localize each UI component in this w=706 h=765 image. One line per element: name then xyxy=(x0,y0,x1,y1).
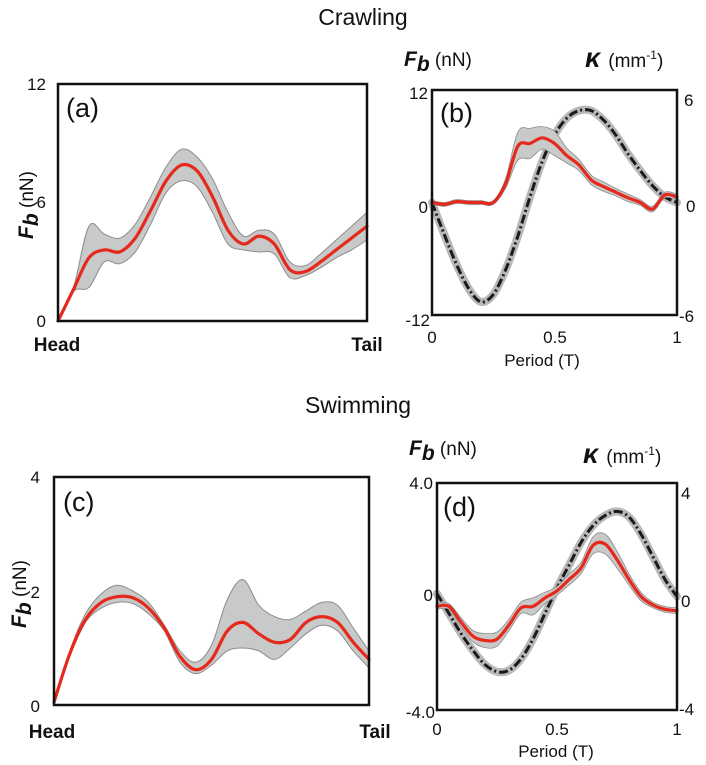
panel-d-ylabel-left: Fb (nN) xyxy=(409,437,477,465)
panel-c-ylabel-symbol: F xyxy=(8,614,31,628)
panel-d-ytick-4: 4.0 xyxy=(409,474,433,493)
panel-b-xtick-0: 0 xyxy=(427,328,436,347)
panel-b-ytick-right-6: 6 xyxy=(684,91,693,110)
panel-d-ytick-right-4: 4 xyxy=(681,484,690,503)
panel-d-ylabel-symbol: F xyxy=(409,437,423,460)
panel-b-xtick-0.5: 0.5 xyxy=(543,328,567,347)
panel-b-ylabel-sub: b xyxy=(417,53,430,76)
panel-c-ylabel-unit: (nN) xyxy=(10,560,31,602)
panel-a-fb-mean-line xyxy=(56,162,369,323)
panel-b-kappa-exp: -1 xyxy=(646,48,657,62)
panel-b-kappa-close: ) xyxy=(657,51,663,72)
panel-d-kappa-unit: (mm xyxy=(606,447,644,468)
panel-b-ytick-right-neg6: -6 xyxy=(679,307,694,326)
panel-d-kappa-exp: -1 xyxy=(644,444,655,458)
panel-b-frame xyxy=(430,88,679,317)
panel-c: (c) 4 2 0 Head Tail Fb (nN) xyxy=(8,468,391,743)
panel-b-xtick-1: 1 xyxy=(672,328,681,347)
panel-c-label: (c) xyxy=(63,487,94,517)
panel-d-kappa-close: ) xyxy=(655,447,661,468)
panel-c-fb-mean-line xyxy=(52,594,371,704)
panel-c-ylabel-text: Fb (nN) xyxy=(8,560,36,628)
panel-b-ytick-neg12: -12 xyxy=(405,311,430,330)
panel-a-ylabel-text: Fb (nN) xyxy=(15,171,43,239)
panel-b-kappa-unit: (mm xyxy=(608,51,646,72)
section-title-swimming: Swimming xyxy=(305,392,411,418)
section-title-crawling: Crawling xyxy=(318,4,407,30)
panel-b-ylabel-left: Fb (nN) xyxy=(404,48,472,76)
panel-a-ylabel: Fb (nN) xyxy=(15,171,43,239)
panel-d: (d) 4.0 0 -4.0 4 0 -4 0 0.5 1 Period (T)… xyxy=(406,437,694,761)
panel-b-plot-data xyxy=(428,105,681,307)
panel-c-ylabel-sub: b xyxy=(13,602,36,615)
panel-a-variability-band xyxy=(57,148,368,322)
panel-d-xlabel: Period (T) xyxy=(518,742,594,761)
panel-a-ylabel-symbol: F xyxy=(15,225,38,239)
panel-d-ylabel-right: κ (mm-1) xyxy=(583,439,661,469)
panel-d-kappa-symbol: κ xyxy=(583,439,600,469)
panel-a-label: (a) xyxy=(66,93,99,123)
panel-b: (b) 12 0 -12 6 0 -6 0 0.5 1 Period (T) F… xyxy=(404,43,695,370)
panel-a-frame xyxy=(56,82,369,323)
panel-c-variability-band xyxy=(53,579,370,704)
panel-c-ytick-4: 4 xyxy=(31,468,40,487)
panel-c-ytick-2: 2 xyxy=(31,583,40,602)
panel-d-ytick-neg4: -4.0 xyxy=(406,703,435,722)
panel-b-ytick-right-0: 0 xyxy=(686,197,695,216)
panel-b-fb-mean-line xyxy=(430,136,679,211)
panel-d-ytick-0: 0 xyxy=(424,586,433,605)
panel-b-label: (b) xyxy=(440,98,473,128)
panel-c-plot-data xyxy=(52,579,371,704)
panel-c-tail-label: Tail xyxy=(359,722,390,743)
panel-a: (a) 12 6 0 Head Tail Fb (nN) xyxy=(15,75,383,356)
panel-b-xlabel: Period (T) xyxy=(504,351,580,370)
panel-a-tail-label: Tail xyxy=(351,335,382,356)
panel-c-ytick-0: 0 xyxy=(31,697,40,716)
panel-a-ylabel-unit: (nN) xyxy=(17,171,38,213)
panel-d-frame xyxy=(435,481,679,712)
panel-d-plot-data xyxy=(433,507,681,677)
panel-b-ylabel-symbol: F xyxy=(404,48,418,71)
panel-c-frame xyxy=(52,475,371,707)
panel-d-ylabel-sub: b xyxy=(422,442,435,465)
panel-d-ylabel-unit: (nN) xyxy=(435,439,477,460)
panel-d-label: (d) xyxy=(443,492,476,522)
panel-b-ytick-0: 0 xyxy=(419,198,428,217)
panel-c-ylabel: Fb (nN) xyxy=(8,560,36,628)
panel-b-ylabel-unit: (nN) xyxy=(430,50,472,71)
panel-d-xtick-0: 0 xyxy=(432,720,441,739)
panel-a-head-label: Head xyxy=(34,335,80,356)
panel-d-ytick-right-0: 0 xyxy=(681,592,690,611)
panel-b-ylabel-right: κ (mm-1) xyxy=(585,43,663,73)
panel-a-plot-data xyxy=(56,148,369,323)
panel-a-ytick-6: 6 xyxy=(37,193,46,212)
panel-d-xtick-0.5: 0.5 xyxy=(545,720,569,739)
panel-d-ytick-right-neg4: -4 xyxy=(679,700,694,719)
panel-a-ytick-0: 0 xyxy=(37,312,46,331)
panel-c-head-label: Head xyxy=(29,722,75,743)
panel-d-xtick-1: 1 xyxy=(672,720,681,739)
panel-b-ytick-12: 12 xyxy=(409,84,428,103)
panel-b-kappa-symbol: κ xyxy=(585,43,602,73)
panel-d-fb-mean-line xyxy=(435,540,679,643)
panel-a-ytick-12: 12 xyxy=(27,75,46,94)
panel-a-ylabel-sub: b xyxy=(20,213,43,226)
